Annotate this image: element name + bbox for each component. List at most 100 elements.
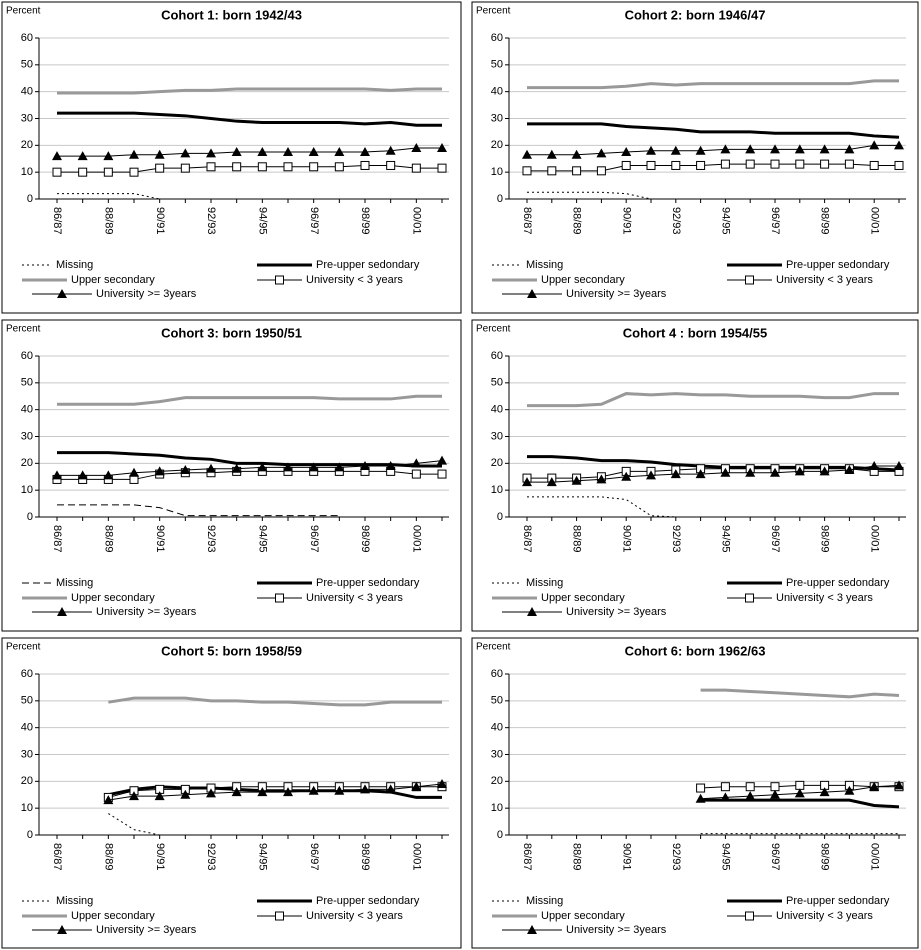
panel: Percent Cohort 2: born 1946/47 0 10 20 30 40 50… — [471, 1, 919, 314]
triangle-marker — [360, 784, 370, 794]
panel: Percent Cohort 3: born 1950/51 0 10 20 30 40 50… — [1, 319, 462, 632]
square-marker — [257, 162, 267, 172]
x-tick-label: 90/91 — [154, 207, 166, 235]
square-marker — [844, 159, 854, 169]
legend-label: Upper secondary — [541, 274, 625, 286]
triangle-marker — [52, 470, 62, 480]
y-tick-label: 60 — [491, 32, 503, 44]
square-marker — [596, 166, 606, 176]
y-tick-label: 30 — [21, 430, 33, 442]
series-line — [57, 394, 442, 406]
y-tick-label: 60 — [491, 350, 503, 362]
x-tick-label: 86/87 — [521, 843, 533, 871]
triangle-marker — [57, 925, 67, 934]
x-tick-label: 98/99 — [359, 207, 371, 235]
x-tick-label: 88/89 — [571, 207, 583, 235]
triangle-marker — [103, 470, 114, 480]
y-tick-label: 20 — [21, 457, 33, 469]
triangle-marker — [385, 461, 396, 471]
triangle-marker — [546, 477, 557, 487]
legend-label: University >= 3years — [96, 606, 197, 618]
x-tick-label: 96/97 — [308, 207, 320, 235]
legend-label: Pre-upper sedondary — [786, 577, 890, 589]
triangle-marker — [231, 787, 242, 797]
panel-border — [471, 637, 919, 949]
triangle-marker — [770, 789, 780, 799]
triangle-marker — [745, 791, 756, 801]
triangle-marker — [308, 462, 319, 472]
y-tick-label: 60 — [21, 668, 33, 680]
series-line — [527, 122, 900, 139]
square-marker — [770, 159, 780, 169]
triangle-marker — [646, 470, 656, 480]
square-marker — [360, 160, 370, 170]
x-tick-label: 88/89 — [102, 207, 114, 235]
series-line — [57, 87, 442, 95]
square-marker — [720, 159, 730, 169]
triangle-marker — [385, 145, 396, 155]
y-tick-label: 30 — [491, 430, 503, 442]
triangle-marker — [411, 458, 422, 468]
y-tick-label: 30 — [491, 112, 503, 124]
triangle-marker — [844, 144, 855, 154]
x-tick-label: 98/99 — [359, 843, 371, 871]
triangle-marker — [103, 795, 114, 805]
y-axis-label: Percent — [476, 6, 511, 17]
y-axis-label: Percent — [476, 642, 511, 653]
triangle-marker — [621, 147, 632, 157]
x-tick-label: 96/97 — [769, 207, 781, 235]
square-marker — [52, 167, 62, 177]
triangle-marker — [596, 474, 607, 484]
triangle-marker — [360, 461, 370, 471]
square-marker — [745, 911, 754, 921]
legend-label: University >= 3years — [566, 288, 667, 300]
legend-label: University >= 3years — [566, 606, 667, 618]
square-marker — [770, 782, 780, 792]
x-tick-label: 86/87 — [51, 843, 63, 871]
triangle-marker — [57, 607, 67, 616]
x-tick-label: 00/01 — [410, 525, 422, 553]
square-marker — [894, 160, 904, 170]
x-tick-label: 96/97 — [308, 843, 320, 871]
panel: Percent Cohort 6: born 1962/63 0 10 20 30 40 50… — [471, 637, 919, 949]
legend-label: University < 3 years — [776, 592, 873, 604]
chart-title: Cohort 2: born 1946/47 — [625, 7, 766, 22]
chart-title: Cohort 5: born 1958/59 — [161, 643, 302, 658]
triangle-marker — [257, 147, 268, 157]
square-marker — [78, 167, 88, 177]
square-marker — [309, 162, 319, 172]
square-marker — [180, 163, 190, 173]
legend-label: Pre-upper sedondary — [316, 259, 420, 271]
legend-label: Missing — [56, 259, 93, 271]
y-tick-label: 40 — [491, 86, 503, 98]
square-marker — [437, 163, 447, 173]
chart-title: Cohort 4 : born 1954/55 — [623, 325, 767, 340]
legend-label: Missing — [526, 577, 563, 589]
triangle-marker — [129, 791, 139, 801]
triangle-marker — [522, 149, 532, 159]
square-marker — [745, 275, 754, 285]
y-tick-label: 30 — [21, 112, 33, 124]
panel-border — [471, 319, 919, 632]
x-tick-label: 90/91 — [154, 525, 166, 553]
x-tick-label: 98/99 — [819, 207, 831, 235]
y-tick-label: 50 — [491, 695, 503, 707]
y-axis-label: Percent — [6, 6, 41, 17]
triangle-marker — [844, 465, 855, 475]
x-tick-label: 90/91 — [620, 525, 632, 553]
legend-label: Upper secondary — [541, 592, 625, 604]
series-line — [527, 392, 899, 408]
series-line — [108, 696, 442, 707]
series-line — [57, 460, 443, 476]
y-tick-label: 0 — [497, 193, 503, 205]
series-line — [57, 504, 340, 517]
series-line — [57, 451, 442, 468]
y-tick-label: 50 — [21, 377, 33, 389]
triangle-marker — [695, 145, 706, 155]
series-line — [527, 79, 899, 90]
y-tick-label: 60 — [491, 668, 503, 680]
square-marker — [869, 160, 879, 170]
triangle-marker — [231, 147, 242, 157]
x-tick-label: 88/89 — [571, 525, 583, 553]
triangle-marker — [720, 467, 731, 477]
